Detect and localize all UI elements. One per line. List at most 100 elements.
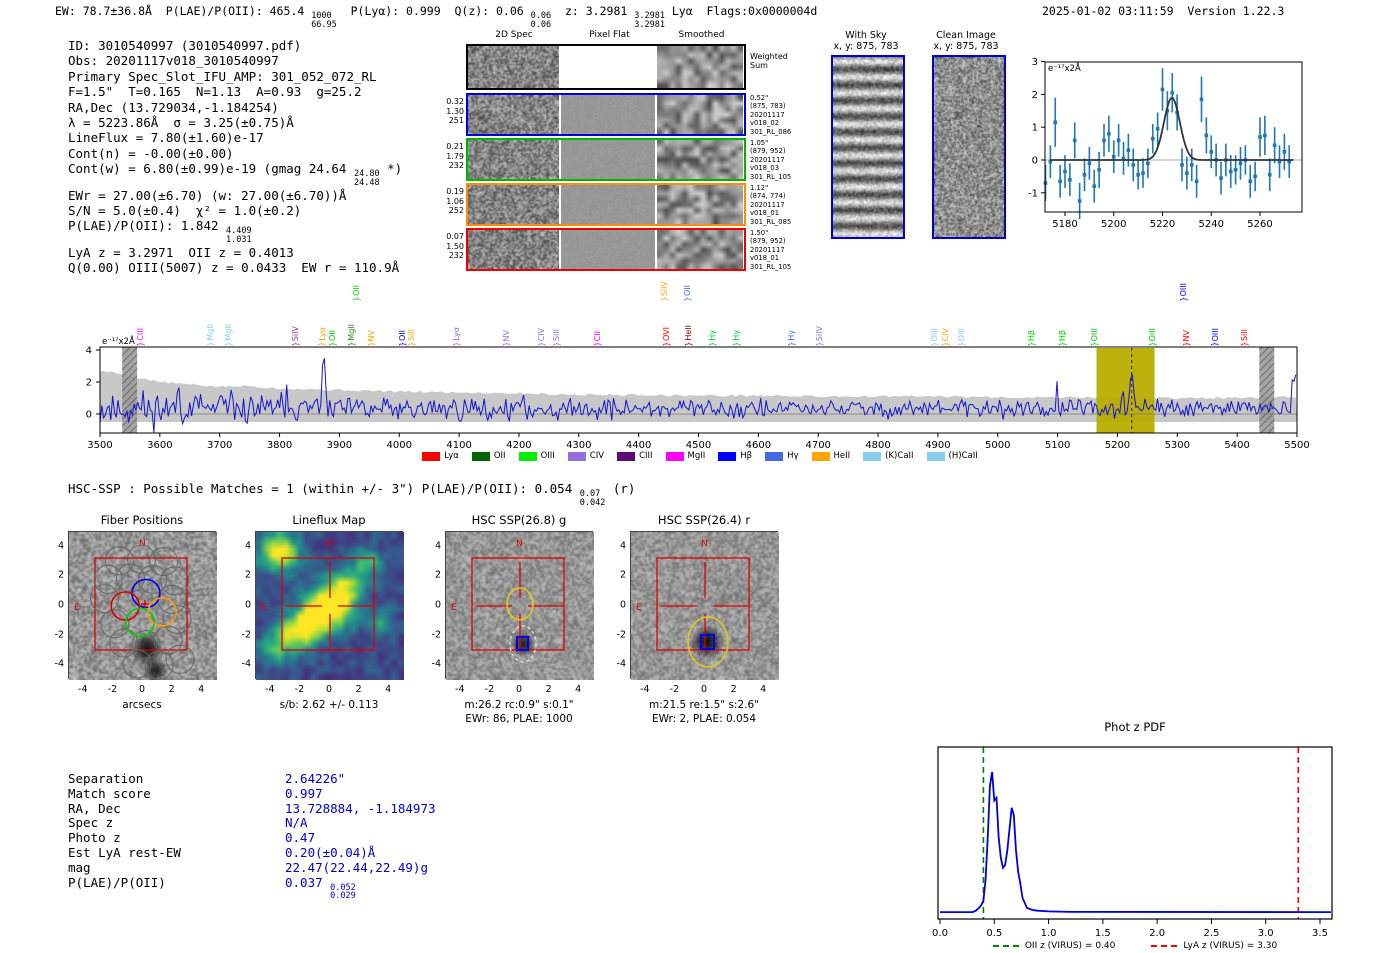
catalog-ellipse: [509, 625, 537, 663]
cutout-xtick: 0: [515, 684, 523, 695]
info-line: Primary Spec_Slot_IFU_AMP: 301_052_072_R…: [68, 68, 377, 84]
cutout-xtick: 4: [575, 684, 582, 695]
cutout-xtick: 0: [700, 684, 708, 695]
cutout-ytick: 4: [244, 540, 251, 552]
spectrum-xtick: 4700: [805, 440, 830, 451]
info-line: F=1.5" T=0.165 N=1.13 A=0.93 g=25.2: [68, 84, 362, 100]
meta-line: 0.52": [750, 94, 769, 102]
cutout-title: Lineflux Map: [292, 513, 366, 527]
emission-line-label: SiII: [1240, 328, 1250, 341]
emission-line-brace: {: [291, 341, 301, 347]
spectrum-xtick: 3900: [327, 440, 352, 451]
emission-line-label: OII: [682, 284, 692, 296]
emission-line-label: NV: [502, 329, 512, 341]
emission-line-label: CIV: [537, 327, 547, 341]
target-cross-marker: [141, 600, 149, 608]
stacked-fraction: 4.409 1.031: [226, 226, 252, 246]
info-line: LineFlux = 7.80(±1.60)e-17: [68, 130, 264, 146]
match-row: Spec z N/A: [68, 816, 488, 831]
match-value: 2.64226": [285, 771, 346, 786]
cutout-overlay-svg: NE: [636, 539, 750, 668]
emission-line-label: OIII: [1090, 327, 1100, 341]
match-value: 0.037 0.052 0.029: [285, 874, 356, 902]
smoothed-image: [657, 46, 743, 88]
legend-swatch: [471, 451, 490, 461]
photz-legend-item: LyA z (VIRUS) = 3.30: [1151, 941, 1277, 951]
emission-line-brace: {: [136, 341, 146, 347]
spec2d-image: [468, 46, 559, 88]
cutout-ytick: 2: [244, 569, 251, 581]
pixelflat-image: [561, 95, 655, 134]
fiber-circle: [165, 644, 195, 674]
match-box: [516, 636, 529, 651]
weighted-sum-line: Sum: [750, 61, 768, 70]
legend-label: Hγ: [787, 451, 799, 461]
stacked-fraction: 0.07 0.042: [579, 489, 606, 508]
emission-line-brace: {: [352, 296, 362, 302]
spec2d-row: [466, 183, 746, 226]
photz-xtick: 0.0: [932, 928, 948, 939]
emission-line-label: Lyα: [452, 327, 462, 341]
emission-line-brace: {: [1090, 341, 1100, 347]
emission-line-brace: {: [1182, 341, 1192, 347]
spectrum-ytick: 2: [86, 378, 92, 389]
photz-title: Phot z PDF: [1104, 720, 1166, 734]
meta-line: v018_03: [750, 164, 780, 173]
zoom-xtick: 5240: [1199, 219, 1224, 230]
meta-line: v018_01: [750, 209, 780, 218]
emission-line-label: CIII: [135, 328, 145, 341]
spectrum-xtick: 4000: [387, 440, 412, 451]
compass-north-label: N: [139, 539, 146, 549]
match-value: 0.997: [285, 785, 323, 801]
zoom-ytick: 1: [1032, 123, 1038, 134]
emission-line-label: OII: [352, 284, 362, 296]
emission-line-brace: {: [224, 341, 234, 347]
zoom-xtick: 5260: [1247, 219, 1272, 230]
match-row: mag 22.47(22.44,22.49)g: [68, 860, 488, 876]
emission-line-brace: {: [593, 341, 603, 347]
legend-item: CIII: [617, 451, 653, 461]
cutout-ytick: 4: [619, 540, 626, 552]
spec2d-row-meta: 1.12" (874, 774) 20201117 v018_01 301_RL_085: [750, 184, 814, 226]
smoothed-image: [657, 230, 743, 269]
emission-line-brace: {: [683, 296, 693, 302]
cutout-title: HSC SSP(26.8) g: [471, 513, 567, 527]
emission-line-label: OIII: [1147, 327, 1157, 341]
spectrum-xtick: 3800: [267, 440, 292, 451]
zoom-ytick: -1: [1028, 188, 1038, 199]
fiber-circle: [109, 628, 139, 658]
info-line: S/N = 5.0(±0.4) χ² = 1.0(±0.2): [68, 202, 302, 218]
emission-line-label: Hγ: [707, 330, 717, 341]
spec2d-image: [468, 95, 559, 134]
full-spectrum-plot: CIII{MgII{MgII{SiIV{Lyα{OII{MgII{OII{NV{…: [0, 265, 1400, 465]
emission-line-brace: {: [732, 341, 742, 347]
zoom-ytick: 3: [1032, 57, 1038, 68]
legend-label: MgII: [687, 451, 706, 461]
info-line: Cont(n) = -0.00(±0.00): [68, 145, 234, 161]
legend-item: (H)CaII: [926, 451, 978, 461]
emission-line-brace: {: [1240, 341, 1250, 347]
smoothed-image: [657, 95, 743, 134]
cutout-ytick: -2: [616, 629, 626, 641]
emission-line-label: SiIV: [290, 325, 300, 341]
photz-xtick: 1.0: [1041, 928, 1057, 939]
legend-label: Lyα: [444, 451, 459, 461]
match-box: [700, 634, 715, 650]
caption-line: s/b: 2.62 +/- 0.113: [279, 699, 379, 711]
photz-xtick: 0.5: [986, 928, 1002, 939]
info-line: Q(0.00) OIII(5007) z = 0.0433 EW r = 110…: [68, 260, 400, 276]
emission-line-brace: {: [1027, 341, 1037, 347]
smoothed-image: [657, 185, 743, 224]
compass-east-label: E: [74, 603, 80, 613]
emission-line-brace: {: [398, 341, 408, 347]
meta-line: (875, 783): [750, 102, 786, 111]
fiber-circle: [127, 544, 157, 574]
cutout-ytick: -2: [431, 629, 441, 641]
match-label: Est LyA rest-EW: [68, 844, 181, 860]
spec2d-image: [468, 140, 559, 179]
cutout-ytick: -2: [54, 629, 64, 641]
fiber-circle: [115, 563, 145, 593]
meta-line: 301_RL_105: [750, 172, 792, 181]
legend-label: Hβ: [740, 451, 753, 461]
